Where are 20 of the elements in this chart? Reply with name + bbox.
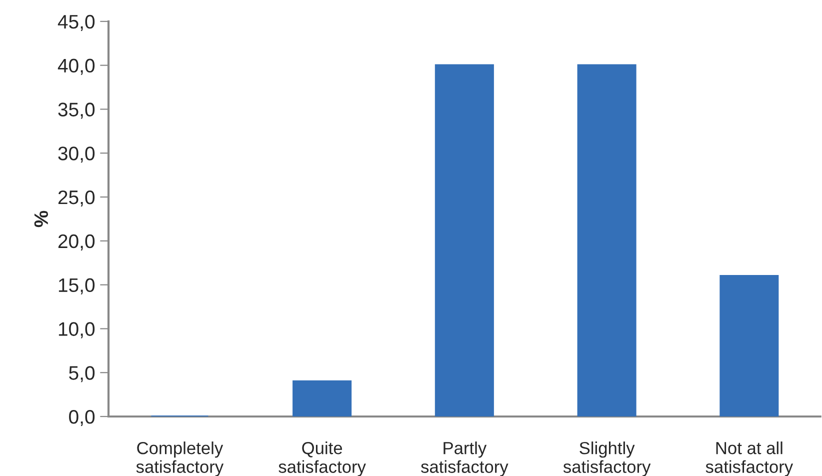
y-axis-title: %: [34, 210, 48, 228]
y-tick-label: 45,0: [58, 14, 95, 31]
x-tick-label: Quite satisfactory: [278, 442, 366, 476]
y-tick-label: 10,0: [58, 322, 95, 338]
y-tick-label: 30,0: [58, 146, 95, 163]
y-tick-label: 15,0: [58, 278, 95, 294]
y-tick-label: 5,0: [69, 366, 95, 382]
y-tick-label: 25,0: [58, 190, 95, 207]
x-tick-label: Completely satisfactory: [136, 442, 224, 476]
bar: [434, 64, 494, 416]
x-tick-label: Slightly satisfactory: [563, 442, 651, 476]
bar: [720, 274, 779, 416]
bar: [292, 380, 352, 416]
x-tick-label: Partly satisfactory: [421, 442, 508, 476]
x-tick-label: Not at all satisfactory: [706, 442, 794, 476]
y-tick-label: 0,0: [69, 410, 95, 426]
y-tick-label: 20,0: [58, 234, 95, 250]
bar: [577, 64, 636, 416]
y-tick-label: 40,0: [58, 58, 95, 75]
y-tick-label: 35,0: [58, 102, 95, 119]
